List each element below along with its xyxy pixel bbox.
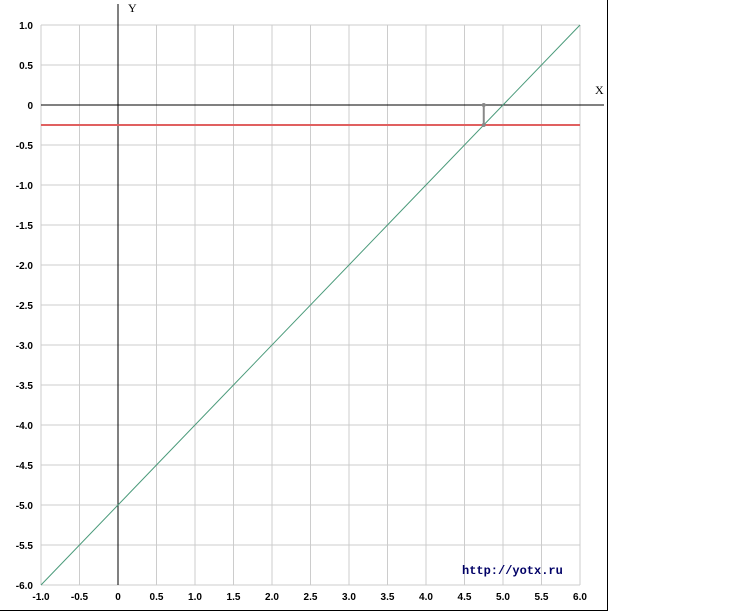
x-tick-label: 6.0 <box>573 592 587 603</box>
x-tick-label: 3.5 <box>381 592 395 603</box>
x-tick-label: 5.5 <box>535 592 549 603</box>
y-tick-label: -5.0 <box>16 501 34 512</box>
y-tick-label: -1.5 <box>16 221 34 232</box>
x-tick-label: 1.0 <box>188 592 202 603</box>
y-tick-label: 0.5 <box>19 61 33 72</box>
x-tick-label: 5.0 <box>496 592 510 603</box>
grid <box>40 24 581 586</box>
x-tick-label: 1.5 <box>227 592 241 603</box>
y-tick-label: -2.0 <box>16 261 34 272</box>
y-tick-label: -0.5 <box>16 141 34 152</box>
watermark: http://yotx.ru <box>462 564 563 578</box>
x-axis-label: X <box>595 83 604 97</box>
marker-point-bottom <box>481 123 486 127</box>
marker-point-top <box>481 103 486 107</box>
x-tick-label: 0.5 <box>150 592 164 603</box>
x-tick-label: -1.0 <box>32 592 50 603</box>
y-tick-label: -4.5 <box>16 461 34 472</box>
x-tick-label: 2.5 <box>304 592 318 603</box>
chart-frame <box>0 0 608 611</box>
y-tick-label: -6.0 <box>16 581 34 592</box>
series-line-1 <box>40 24 581 586</box>
y-tick-label: -4.0 <box>16 421 34 432</box>
x-tick-label: -0.5 <box>71 592 89 603</box>
x-tick-label: 4.0 <box>419 592 433 603</box>
y-tick-label: -3.0 <box>16 341 34 352</box>
x-tick-label: 3.0 <box>342 592 356 603</box>
y-tick-label: 0 <box>27 101 33 112</box>
y-tick-label: -2.5 <box>16 301 34 312</box>
x-tick-label: 4.5 <box>458 592 472 603</box>
series <box>40 24 581 586</box>
axes <box>41 4 604 585</box>
tick-labels: -1.0 -0.5 0 0.5 1.0 1.5 2.0 2.5 3.0 3.5 4.0 4.5 5.0 5… <box>16 21 588 603</box>
y-tick-label: -5.5 <box>16 541 34 552</box>
y-axis-label: Y <box>128 1 137 15</box>
x-tick-label: 0 <box>115 592 121 603</box>
y-tick-label: -3.5 <box>16 381 34 392</box>
x-tick-label: 2.0 <box>265 592 279 603</box>
y-tick-label: 1.0 <box>19 21 33 32</box>
y-tick-label: -1.0 <box>16 181 34 192</box>
